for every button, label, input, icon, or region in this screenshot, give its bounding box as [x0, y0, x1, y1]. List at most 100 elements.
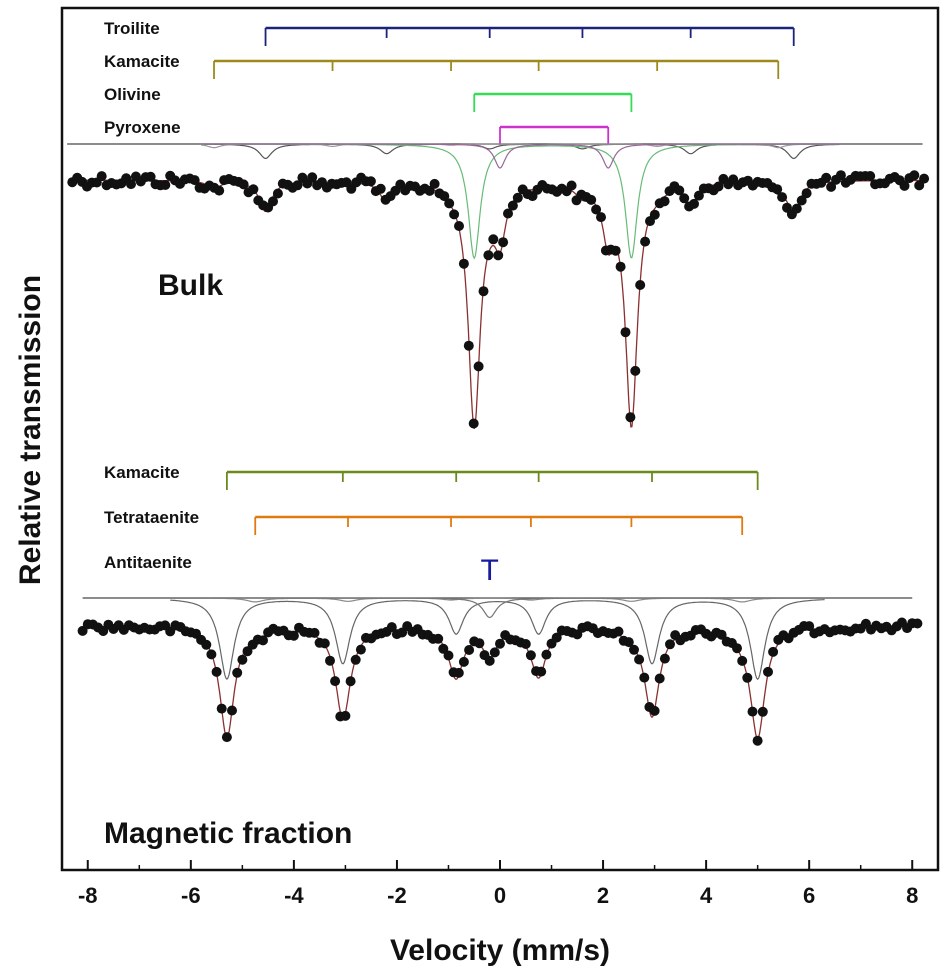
data-point [145, 171, 156, 182]
x-tick-label: 2 [597, 883, 609, 908]
data-point [483, 250, 494, 261]
data-point [473, 361, 484, 372]
data-point [433, 633, 444, 644]
data-point [319, 638, 330, 649]
component-curve-antitaenite [170, 597, 825, 619]
data-point [227, 705, 237, 716]
data-point [613, 626, 624, 637]
data-point [189, 175, 200, 186]
data-point [272, 188, 283, 199]
data-point [737, 655, 748, 666]
data-point [495, 638, 505, 649]
data-point [716, 629, 727, 640]
data-point [386, 622, 397, 633]
data-point [596, 212, 606, 223]
data-point [345, 676, 356, 687]
data-point [330, 676, 341, 687]
data-point [654, 673, 665, 684]
phase-label: Olivine [104, 85, 161, 104]
data-point [309, 627, 320, 638]
data-point [464, 645, 475, 655]
data-point [449, 209, 460, 220]
panel-0: Bulk Troilite Kamacite Olivine Pyroxene [67, 19, 930, 429]
x-tick-label: -8 [78, 883, 98, 908]
phase-label: Kamacite [104, 463, 180, 482]
data-point [350, 654, 361, 665]
data-point [630, 365, 641, 376]
data-point [478, 286, 489, 297]
data-point [268, 196, 278, 207]
data-point [458, 656, 469, 667]
data-point [821, 172, 832, 183]
component-curve-kamacite [170, 599, 825, 681]
data-point [232, 667, 243, 678]
data-point [238, 179, 249, 190]
data-point [453, 667, 464, 678]
data-point [763, 666, 773, 677]
phase-label: Tetrataenite [104, 508, 199, 527]
data-point [325, 655, 335, 666]
data-point [541, 649, 552, 660]
data-point [659, 653, 670, 664]
data-point [865, 171, 876, 181]
data-point [586, 194, 597, 205]
panel-label: Bulk [158, 269, 223, 302]
component-curve-pyroxene [201, 143, 841, 169]
data-point [693, 190, 704, 201]
x-tick-label: 8 [906, 883, 918, 908]
data-point [365, 176, 376, 187]
data-point [634, 654, 645, 665]
data-point [551, 632, 562, 643]
data-point [732, 643, 742, 654]
panels: Bulk Troilite Kamacite Olivine Pyroxene Magne… [67, 19, 930, 850]
data-point [679, 193, 690, 204]
data-point [512, 192, 523, 203]
data-point [804, 621, 815, 632]
panel-label: Magnetic fraction [104, 817, 352, 850]
y-axis-title: Relative transmission [14, 275, 47, 585]
data-point [791, 203, 802, 214]
data-point [629, 644, 639, 655]
data-point [757, 706, 768, 717]
data-point [258, 635, 268, 646]
data-point [237, 654, 248, 665]
data-point [468, 418, 479, 429]
data-point [520, 639, 531, 649]
data-point [772, 184, 783, 195]
antitaenite-marker: T [481, 554, 499, 587]
data-point [126, 179, 136, 190]
data-point [620, 327, 631, 338]
data-point [591, 204, 602, 215]
x-tick-label: 4 [700, 883, 713, 908]
data-point [488, 234, 499, 245]
data-point [659, 196, 670, 207]
phase-label: Antitaenite [104, 553, 192, 572]
data-point [742, 672, 753, 683]
phase-label: Pyroxene [104, 118, 181, 137]
data-point [292, 180, 303, 191]
x-axis-title: Velocity (mm/s) [390, 934, 610, 967]
panel-1: Magnetic fraction Kamacite Tetrataenite Ant… [77, 463, 923, 850]
x-tick-label: -6 [181, 883, 201, 908]
data-point [536, 666, 547, 677]
data-point [649, 705, 660, 716]
data-point [909, 170, 920, 181]
data-point [639, 672, 650, 683]
data-point [674, 185, 685, 196]
data-point [625, 412, 636, 423]
data-point [615, 261, 626, 272]
data-point [160, 180, 171, 190]
data-point [777, 192, 788, 203]
data-point [444, 198, 455, 209]
data-point [640, 236, 651, 247]
data-point [796, 195, 807, 206]
data-point [498, 237, 509, 248]
data-point [899, 180, 910, 191]
x-tick-label: -4 [284, 883, 304, 908]
data-point [443, 650, 454, 661]
data-point [610, 245, 621, 256]
data-point [649, 209, 660, 220]
data-point [801, 188, 812, 199]
data-point [439, 191, 450, 202]
